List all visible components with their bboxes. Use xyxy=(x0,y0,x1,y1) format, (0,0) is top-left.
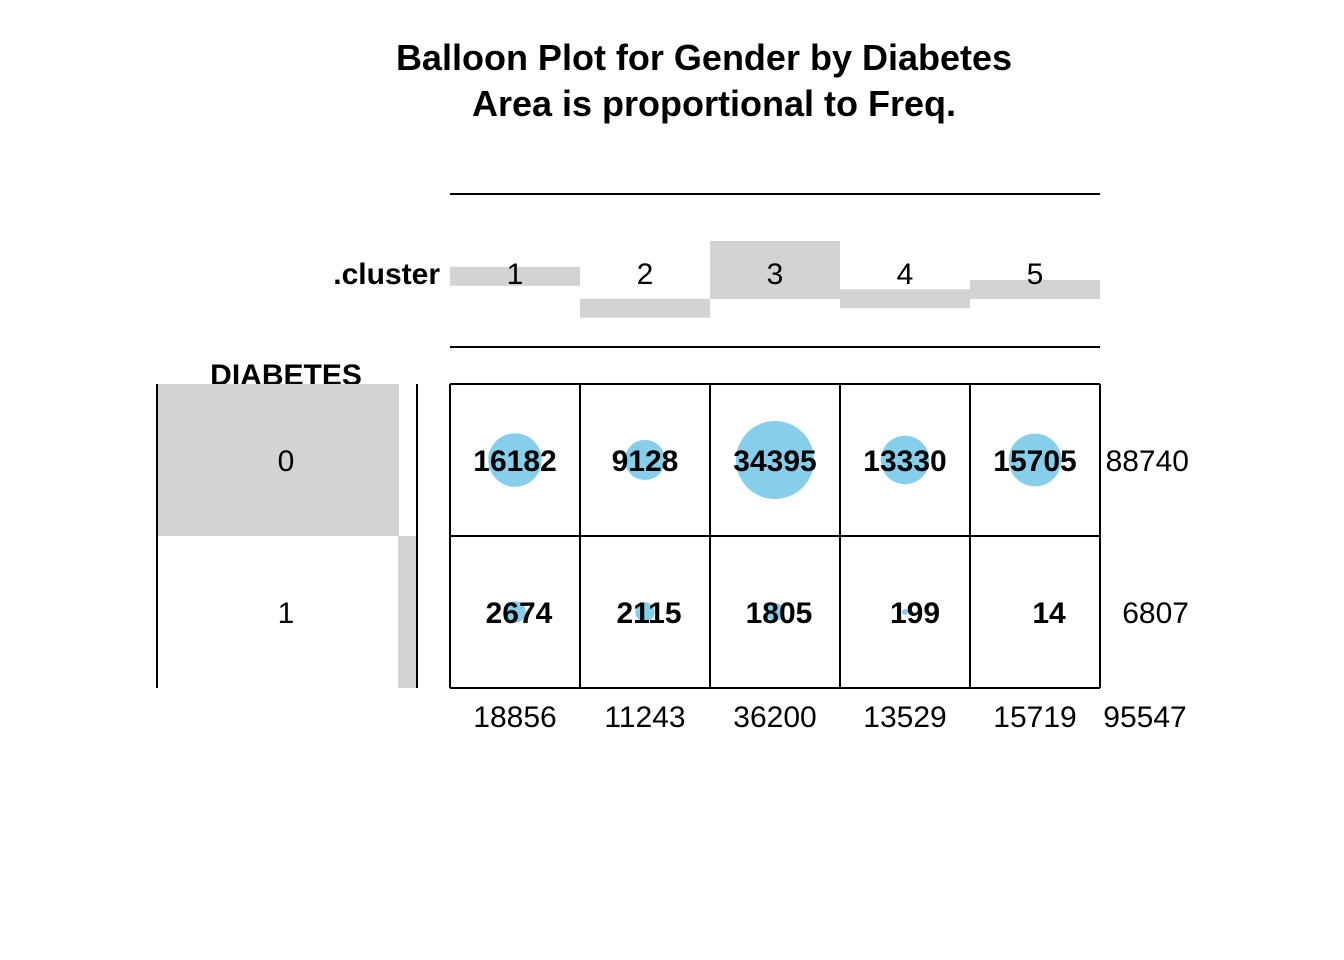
chart-title-line-2: Area is proportional to Freq. xyxy=(472,83,956,124)
column-margin-bar xyxy=(450,266,580,286)
cell-label: 34395 xyxy=(733,445,816,478)
cell-labels: 16182 9128 34395 13330 15705 2674 2115 1805 199 1… xyxy=(473,445,1076,630)
column-labels: 1 2 3 4 5 xyxy=(507,258,1044,291)
column-label: 1 xyxy=(507,258,524,291)
grand-total: 95547 xyxy=(1103,701,1186,734)
cell-label: 15705 xyxy=(993,445,1076,478)
balloon xyxy=(766,603,784,621)
row-label: 0 xyxy=(278,445,295,478)
column-totals: 18856 11243 36200 13529 15719 xyxy=(473,701,1076,734)
balloon xyxy=(624,439,666,481)
balloon xyxy=(736,421,814,499)
column-label: 3 xyxy=(767,258,784,291)
column-total: 36200 xyxy=(733,701,816,734)
row-margin-bar xyxy=(398,536,416,688)
row-margin-bars xyxy=(157,384,416,688)
row-labels: 01 xyxy=(278,445,295,630)
cell-label: 199 xyxy=(890,597,940,630)
cell-label: 14 xyxy=(1032,597,1066,630)
chart-title-line-1: Balloon Plot for Gender by Diabetes xyxy=(396,37,1012,78)
column-label: 5 xyxy=(1027,258,1044,291)
table-grid xyxy=(449,383,1101,689)
column-variable-label: .cluster xyxy=(333,258,440,291)
balloon xyxy=(635,602,655,622)
row-label: 1 xyxy=(278,597,295,630)
column-total: 11243 xyxy=(604,701,685,734)
cell-label: 2674 xyxy=(486,597,553,630)
cell-label: 1805 xyxy=(746,597,813,630)
column-total: 18856 xyxy=(473,701,556,734)
row-totals: 88740 6807 xyxy=(1106,445,1189,630)
row-margin-bar xyxy=(157,384,399,536)
column-margin-bar xyxy=(710,241,840,299)
column-margin-bars xyxy=(450,241,1100,318)
column-label: 4 xyxy=(897,258,914,291)
column-margin-bar xyxy=(580,298,710,318)
column-total: 15719 xyxy=(993,701,1076,734)
row-total: 6807 xyxy=(1122,597,1189,630)
cell-label: 16182 xyxy=(473,445,556,478)
column-label: 2 xyxy=(637,258,654,291)
balloon xyxy=(488,433,542,487)
column-margin-bar xyxy=(840,289,970,309)
cell-label: 9128 xyxy=(612,445,679,478)
cell-label: 13330 xyxy=(863,445,946,478)
balloon xyxy=(902,609,908,615)
column-margin-bar xyxy=(970,279,1100,299)
balloon xyxy=(504,601,526,623)
balloon xyxy=(880,435,930,485)
cell-label: 2115 xyxy=(616,597,681,630)
row-total: 88740 xyxy=(1106,445,1189,478)
balloon xyxy=(1008,433,1062,487)
balloons xyxy=(488,421,1062,623)
balloon xyxy=(1034,611,1036,613)
column-total: 13529 xyxy=(863,701,946,734)
